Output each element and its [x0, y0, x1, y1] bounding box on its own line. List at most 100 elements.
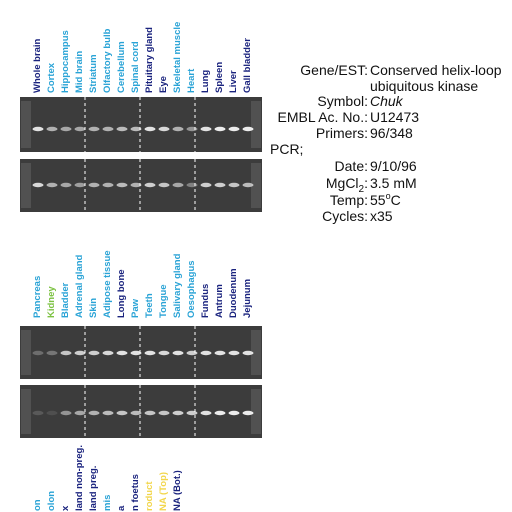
info-value: x35 [370, 208, 393, 224]
lane-label: Adrenal gland [74, 254, 85, 318]
gel-ladder [21, 389, 31, 434]
gel-ladder [21, 330, 31, 375]
gel-band [186, 126, 198, 132]
gel-band [186, 350, 198, 356]
lane-label: Hippocampus [60, 30, 71, 93]
gel-band [130, 410, 142, 416]
gel-band [228, 350, 240, 356]
gel-band [74, 126, 86, 132]
info-label: Symbol: [317, 93, 368, 109]
info-value: Conserved helix-loop [370, 62, 502, 78]
gel-band [74, 410, 86, 416]
gel-band [60, 126, 72, 132]
lane-label: a [116, 505, 127, 511]
gel-band [60, 182, 72, 188]
gel-band [116, 126, 128, 132]
gel-band [200, 182, 212, 188]
lane-label: land preg. [88, 466, 99, 511]
gel-band [60, 410, 72, 416]
lane-label: Skeletal muscle [172, 22, 183, 93]
gel-band [200, 126, 212, 132]
lane-label: Pituitary gland [144, 27, 155, 93]
gel-band [144, 126, 156, 132]
gel-band [46, 350, 58, 356]
gel-band [186, 410, 198, 416]
gel-ladder [251, 330, 261, 375]
gel-band [116, 182, 128, 188]
lane-label: Long bone [116, 269, 127, 318]
info-block: Gene/EST: Conserved helix-loop ubiquitou… [270, 62, 502, 224]
lane-label: Heart [186, 68, 197, 93]
lane-label: Mid brain [74, 51, 85, 93]
gel-band [242, 350, 254, 356]
gel-band [32, 182, 44, 188]
gel-band [130, 182, 142, 188]
gel-ladder [21, 101, 31, 148]
gel-ladder [21, 163, 31, 208]
lane-label: Fundus [200, 284, 211, 318]
gel-band [74, 182, 86, 188]
gel-band [102, 350, 114, 356]
info-value: Chuk [370, 93, 404, 109]
gel-ladder [251, 163, 261, 208]
gel-band [214, 350, 226, 356]
gel-band [130, 350, 142, 356]
gel-image [20, 97, 262, 152]
info-value: 55 [370, 192, 386, 208]
gel-band [116, 350, 128, 356]
gel-band [88, 126, 100, 132]
lane-label: Adipose tissue [102, 250, 113, 318]
gel-image [20, 385, 262, 438]
info-value: 96/348 [370, 125, 413, 141]
lane-label: Whole brain [32, 38, 43, 93]
lane-label: Pancreas [32, 276, 43, 318]
gel-band [88, 350, 100, 356]
gel-band [158, 182, 170, 188]
gel-band [102, 410, 114, 416]
gel-band [172, 350, 184, 356]
info-value: 9/10/96 [370, 158, 417, 174]
info-label: MgCl2: [326, 175, 368, 195]
lane-label: Antrum [214, 284, 225, 318]
lane-label: Salivary gland [172, 253, 183, 318]
info-label: EMBL Ac. No.: [277, 109, 368, 125]
gel-band [130, 126, 142, 132]
gel-band [144, 182, 156, 188]
gel-band [88, 182, 100, 188]
lane-label: olon [46, 491, 57, 511]
gel-band [102, 182, 114, 188]
info-value: ubiquitous kinase [370, 78, 478, 94]
gel-band [242, 126, 254, 132]
gel-band [144, 350, 156, 356]
gel-band [242, 182, 254, 188]
lane-label: Gall bladder [242, 38, 253, 93]
gel-band [228, 182, 240, 188]
gel-band [186, 182, 198, 188]
gel-band [172, 182, 184, 188]
lane-label: Olfactory bulb [102, 28, 113, 93]
info-label: PCR; [270, 141, 303, 157]
lane-label: Kidney [46, 286, 57, 318]
info-label: : [364, 175, 368, 191]
lane-label: Paw [130, 298, 141, 318]
gel-band [158, 350, 170, 356]
lane-label: NA (Bot.) [172, 470, 183, 511]
lane-label: Jejunum [242, 279, 253, 318]
gel-band [158, 126, 170, 132]
lane-label: Teeth [144, 293, 155, 318]
info-value: U12473 [370, 109, 419, 125]
lane-label: Oesophagus [186, 260, 197, 318]
gel-band [214, 410, 226, 416]
gel-ladder [251, 389, 261, 434]
lane-label: Bladder [60, 282, 71, 318]
superscript: o [386, 191, 391, 201]
lane-label: Spinal cord [130, 41, 141, 93]
gel-band [46, 410, 58, 416]
gel-band [144, 410, 156, 416]
lane-label: NA (Top) [158, 472, 169, 511]
subscript: 2 [359, 184, 365, 195]
info-value: 55oC [370, 191, 401, 208]
info-label: Temp: [330, 192, 368, 208]
gel-band [158, 410, 170, 416]
